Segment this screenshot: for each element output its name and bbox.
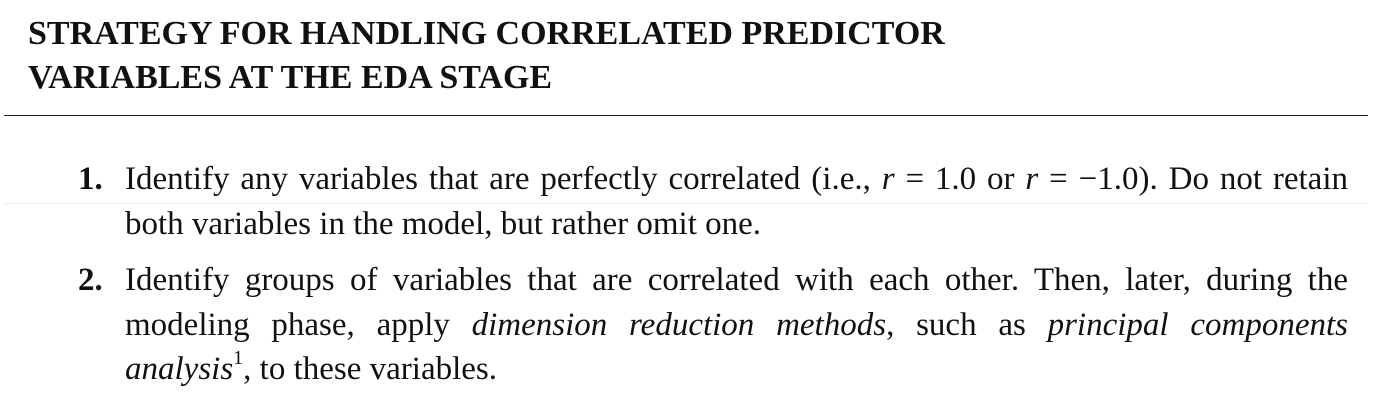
text-run: , such as	[886, 306, 1048, 343]
text-run: = 1.0 or	[894, 161, 1026, 197]
footnote-marker[interactable]: 1	[233, 347, 244, 369]
title-divider	[4, 115, 1368, 116]
box-title-line-2: VARIABLES AT THE EDA STAGE	[28, 59, 553, 96]
item-number: 1.	[78, 161, 103, 197]
text-run: , to these variables.	[243, 351, 498, 387]
list-item-2: 2. Identify groups of variables that are…	[78, 258, 1348, 392]
text-run: Identify any variables that are perfectl…	[125, 161, 882, 197]
faint-divider	[4, 203, 1368, 204]
item-text: Identify any variables that are perfectl…	[125, 157, 1348, 246]
box-title-line-1: STRATEGY FOR HANDLING CORRELATED PREDICT…	[28, 15, 945, 52]
emphasis-term: principal components analysis	[125, 306, 1348, 388]
emphasis-term: dimension reduction methods	[471, 306, 887, 343]
text-run: Identify groups of variables that are co…	[125, 262, 1348, 343]
variable-r: r	[881, 161, 895, 197]
variable-r: r	[1025, 161, 1039, 197]
list-item-1: 1. Identify any variables that are perfe…	[78, 157, 1348, 246]
item-number: 2.	[78, 262, 103, 298]
text-run: = −1.0). Do not retain both variables in…	[125, 161, 1348, 242]
item-text: Identify groups of variables that are co…	[125, 258, 1348, 392]
box-title: STRATEGY FOR HANDLING CORRELATED PREDICT…	[28, 12, 945, 100]
